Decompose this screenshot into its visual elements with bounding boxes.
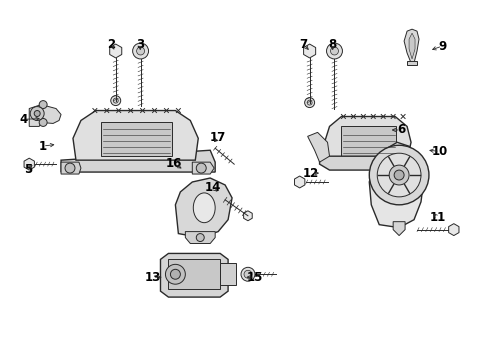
Polygon shape: [369, 142, 424, 228]
Circle shape: [39, 100, 47, 109]
Circle shape: [65, 163, 75, 173]
Circle shape: [377, 153, 421, 197]
Polygon shape: [304, 44, 316, 58]
Polygon shape: [192, 162, 214, 174]
Text: 1: 1: [39, 140, 47, 153]
Text: 7: 7: [299, 38, 308, 51]
Polygon shape: [319, 156, 419, 170]
Polygon shape: [449, 224, 459, 235]
Text: 4: 4: [19, 113, 27, 126]
Circle shape: [166, 264, 185, 284]
Text: 17: 17: [210, 131, 226, 144]
Ellipse shape: [193, 193, 215, 223]
Circle shape: [389, 165, 409, 185]
Polygon shape: [161, 253, 228, 297]
Polygon shape: [61, 162, 81, 174]
Text: 12: 12: [303, 167, 319, 180]
Text: 13: 13: [144, 271, 161, 284]
Text: 14: 14: [205, 181, 221, 194]
Bar: [220, 264, 236, 285]
Polygon shape: [175, 178, 232, 238]
Polygon shape: [294, 176, 305, 188]
Circle shape: [30, 107, 44, 121]
Text: 9: 9: [438, 40, 446, 53]
Text: 10: 10: [432, 145, 448, 158]
Polygon shape: [404, 29, 419, 63]
Circle shape: [244, 270, 252, 278]
Bar: [342, 126, 396, 156]
Text: 11: 11: [429, 211, 445, 224]
Circle shape: [307, 100, 312, 105]
Polygon shape: [61, 150, 215, 172]
Polygon shape: [407, 61, 417, 65]
Circle shape: [34, 111, 40, 117]
Text: 5: 5: [24, 163, 32, 176]
Text: 6: 6: [397, 123, 405, 136]
Text: 3: 3: [136, 38, 145, 51]
Circle shape: [113, 98, 118, 103]
Circle shape: [241, 267, 255, 281]
Polygon shape: [324, 117, 411, 160]
Circle shape: [331, 47, 339, 55]
Circle shape: [196, 163, 206, 173]
Text: 8: 8: [329, 38, 337, 51]
Text: 15: 15: [246, 271, 263, 284]
Circle shape: [133, 43, 148, 59]
Circle shape: [196, 234, 204, 242]
Polygon shape: [29, 105, 61, 126]
Text: 16: 16: [166, 157, 183, 170]
Circle shape: [137, 47, 145, 55]
Circle shape: [39, 118, 47, 126]
Circle shape: [369, 145, 429, 205]
Text: 2: 2: [107, 38, 115, 51]
Polygon shape: [244, 211, 252, 221]
Circle shape: [326, 43, 343, 59]
Bar: [101, 122, 172, 156]
Circle shape: [305, 98, 315, 108]
Polygon shape: [393, 222, 405, 235]
Circle shape: [111, 96, 121, 105]
Polygon shape: [110, 44, 122, 58]
Polygon shape: [409, 33, 415, 59]
Bar: [169, 260, 220, 289]
Polygon shape: [185, 231, 215, 243]
Circle shape: [171, 269, 180, 279]
Circle shape: [394, 170, 404, 180]
Polygon shape: [73, 111, 198, 160]
Polygon shape: [308, 132, 329, 162]
Polygon shape: [24, 158, 34, 170]
